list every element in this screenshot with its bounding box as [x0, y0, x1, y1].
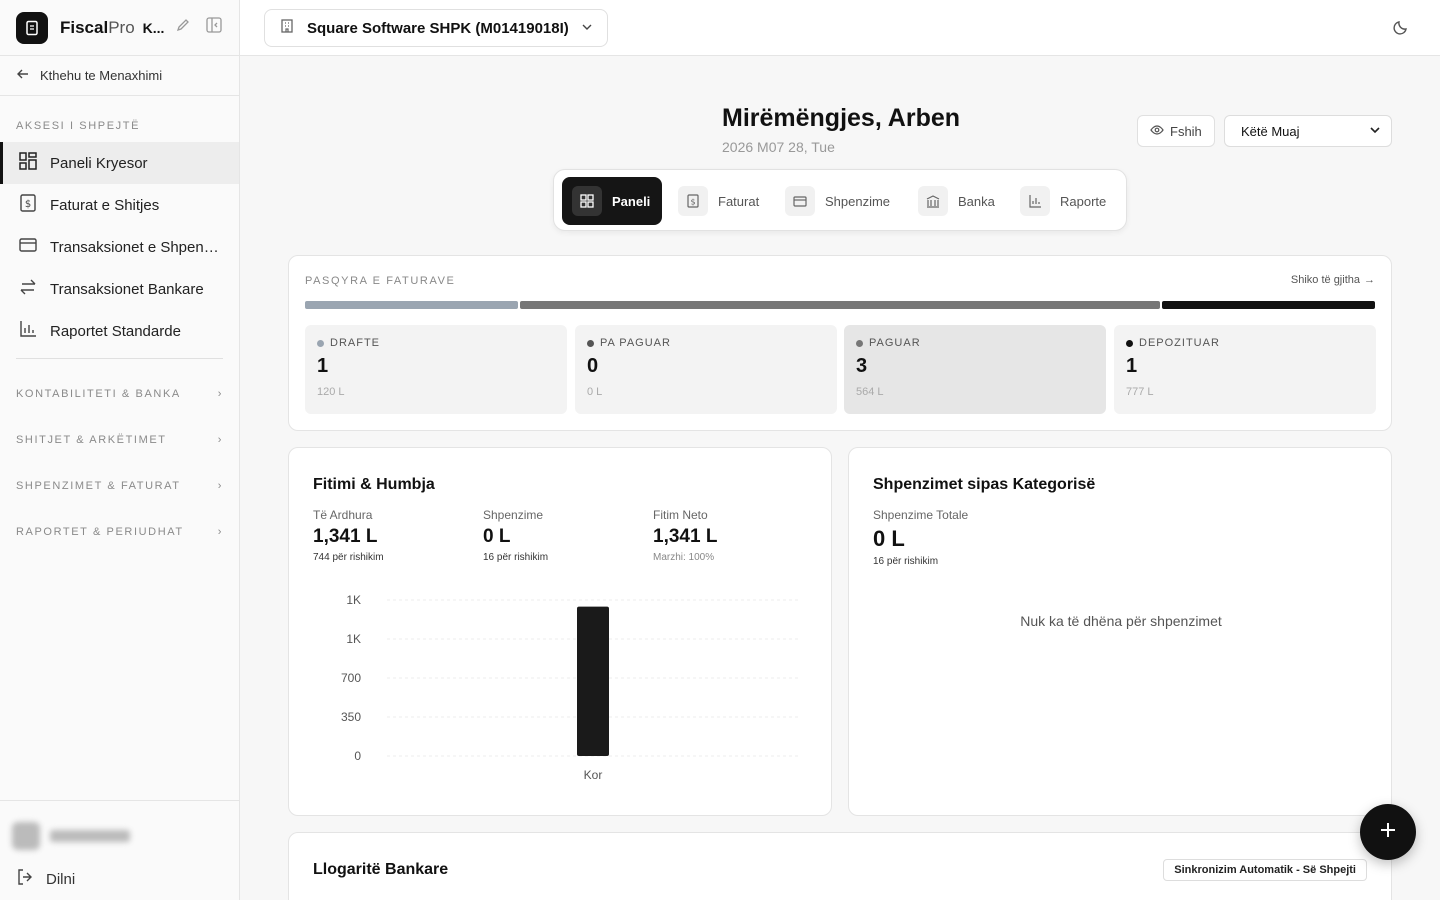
metric-total-expenses: Shpenzime Totale 0 L 16 për rishikim: [873, 508, 969, 567]
view-all-link[interactable]: Shiko të gjitha →: [1290, 274, 1375, 286]
status-dot: [1126, 339, 1133, 347]
expenses-by-category-card: Shpenzimet sipas Kategorisë Shpenzime To…: [848, 447, 1392, 816]
dollar-document-icon: $: [18, 193, 38, 217]
dollar-document-icon: $: [678, 186, 708, 216]
sidebar-item-bank-transactions[interactable]: Transaksionet Bankare: [0, 268, 239, 310]
chevron-right-icon: ›: [217, 480, 223, 492]
bank-accounts-title: Llogaritë Bankare: [313, 861, 449, 878]
expenses-empty-state: Nuk ka të dhëna për shpenzimet: [1020, 613, 1222, 629]
logout-icon: [16, 868, 34, 890]
status-card-draft[interactable]: DRAFTE 1 120 L: [305, 325, 567, 414]
plus-icon: [1378, 820, 1398, 845]
tab-invoices[interactable]: $ Faturat: [668, 177, 769, 225]
status-dot: [317, 339, 324, 347]
transfer-icon: [18, 277, 38, 301]
quick-access-title: AKSESI I SHPEJTË: [16, 120, 141, 132]
bank-accounts-card: Llogaritë Bankare Sinkronizim Automatik …: [288, 832, 1392, 900]
sidebar-item-standard-reports[interactable]: Raportet Standarde: [0, 310, 239, 352]
status-card-deposited[interactable]: DEPOZITUAR 1 777 L: [1114, 325, 1376, 414]
sidebar-group-accounting-bank[interactable]: KONTABILITETI & BANKA ›: [16, 388, 223, 400]
expenses-category-title: Shpenzimet sipas Kategorisë: [873, 476, 1096, 493]
dashboard-icon: [572, 186, 602, 216]
sidebar-footer: Dilni: [0, 800, 240, 900]
sidebar: FiscalPro K... Kthehu te Menaxhimi AKSES…: [0, 0, 240, 900]
arrow-left-icon: [16, 67, 30, 84]
metric-expenses: Shpenzime 0 L 16 për rishikim: [483, 508, 549, 563]
svg-text:$: $: [690, 198, 695, 207]
tab-reports[interactable]: Raporte: [1010, 177, 1116, 225]
theme-toggle-moon-icon[interactable]: [1392, 18, 1410, 41]
y-tick-label: 1K: [346, 632, 361, 646]
app-logo-icon[interactable]: [16, 11, 48, 44]
progress-segment-0: [305, 301, 519, 309]
sidebar-divider: [16, 358, 223, 359]
chevron-down-icon: [581, 20, 593, 37]
arrow-right-icon: →: [1364, 274, 1375, 286]
profit-loss-title: Fitimi & Humbja: [313, 476, 435, 493]
company-short-name: K...: [142, 19, 165, 36]
invoice-overview-card: PASQYRA E FATURAVE Shiko të gjitha → DRA…: [288, 255, 1392, 431]
auto-sync-badge: Sinkronizim Automatik - Së Shpejti: [1163, 859, 1367, 881]
metric-revenue: Të Ardhura 1,341 L 744 për rishikim: [313, 508, 384, 563]
y-tick-label: 350: [341, 710, 361, 724]
invoice-overview-title: PASQYRA E FATURAVE: [305, 275, 456, 287]
sidebar-item-expense-transactions[interactable]: Transaksionet e Shpenzi...: [0, 226, 239, 268]
sidebar-group-reports-periods[interactable]: RAPORTET & PERIUDHAT ›: [16, 526, 223, 538]
card-icon: [18, 235, 38, 259]
x-tick-label: Kor: [584, 768, 603, 782]
y-tick-label: 1K: [346, 593, 361, 607]
invoice-status-progress-bar: [305, 301, 1375, 309]
card-icon: [785, 186, 815, 216]
app-name: FiscalPro: [60, 17, 135, 37]
building-icon: [279, 18, 295, 38]
hide-values-button[interactable]: Fshih: [1137, 115, 1215, 147]
logout-button[interactable]: Dilni: [16, 868, 75, 890]
chevron-right-icon: ›: [217, 434, 223, 446]
bar-chart-icon: [18, 319, 38, 343]
y-tick-label: 700: [341, 671, 361, 685]
progress-segment-3: [1161, 301, 1375, 309]
user-profile-blurred[interactable]: [12, 819, 228, 853]
y-tick-label: 0: [354, 749, 361, 763]
chevron-right-icon: ›: [217, 526, 223, 538]
bar-Kor[interactable]: [577, 606, 609, 756]
add-new-button[interactable]: [1360, 804, 1416, 860]
dashboard-tabs: Paneli $ Faturat Shpenzime Banka Raporte: [553, 169, 1127, 231]
brand-header: FiscalPro K...: [0, 0, 239, 56]
metric-net-profit: Fitim Neto 1,341 L Marzhi: 100%: [653, 508, 718, 563]
chevron-right-icon: ›: [217, 388, 223, 400]
status-dot: [856, 339, 863, 347]
status-card-paid[interactable]: PAGUAR 3 564 L: [844, 325, 1106, 414]
sidebar-group-expenses-bills[interactable]: SHPENZIMET & FATURAT ›: [16, 480, 223, 492]
top-bar: Square Software SHPK (M01419018I): [240, 0, 1440, 56]
dashboard-icon: [18, 151, 38, 175]
company-selector[interactable]: Square Software SHPK (M01419018I): [264, 9, 608, 47]
sidebar-group-sales-collections[interactable]: SHITJET & ARKËTIMET ›: [16, 434, 223, 446]
progress-segment-2: [520, 301, 1160, 309]
current-date: 2026 M07 28, Tue: [722, 139, 835, 155]
greeting-title: Mirëmëngjes, Arben: [722, 104, 961, 132]
profit-loss-bar-chart: 0 350 700 1K 1K Kor: [341, 593, 799, 782]
back-to-management-link[interactable]: Kthehu te Menaxhimi: [0, 56, 239, 96]
avatar: [12, 822, 40, 850]
tab-dashboard[interactable]: Paneli: [562, 177, 662, 225]
bar-chart-icon: [1020, 186, 1050, 216]
status-dot: [587, 339, 594, 347]
period-select[interactable]: Këtë Muaj: [1224, 115, 1392, 147]
chevron-down-icon: [1369, 124, 1381, 139]
eye-icon: [1150, 123, 1164, 140]
profit-loss-card: Fitimi & Humbja Të Ardhura 1,341 L 744 p…: [288, 447, 832, 816]
sidebar-item-sales-invoices[interactable]: $ Faturat e Shitjes: [0, 184, 239, 226]
svg-text:$: $: [25, 199, 31, 210]
collapse-sidebar-icon[interactable]: [205, 16, 223, 39]
status-card-unpaid[interactable]: PA PAGUAR 0 0 L: [575, 325, 837, 414]
tab-expenses[interactable]: Shpenzime: [775, 177, 900, 225]
tab-bank[interactable]: Banka: [908, 177, 1005, 225]
sidebar-item-dashboard[interactable]: Paneli Kryesor: [0, 142, 239, 184]
edit-icon[interactable]: [175, 17, 191, 38]
bank-icon: [918, 186, 948, 216]
